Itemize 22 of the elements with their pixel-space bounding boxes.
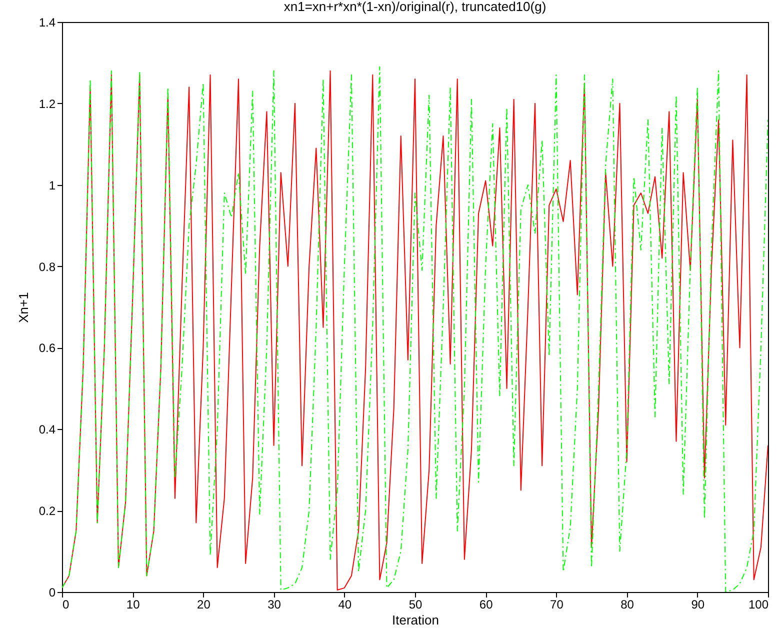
- x-tick-label: 70: [550, 598, 564, 612]
- x-tick-label: 20: [197, 598, 211, 612]
- y-tick-label: 1: [48, 178, 56, 192]
- y-axis-title: Xn+1: [16, 292, 31, 323]
- x-tick-label: 80: [620, 598, 634, 612]
- x-tick-label: 10: [126, 598, 140, 612]
- y-tick-label: 1.4: [38, 16, 56, 30]
- y-tick-label: 0.2: [38, 504, 56, 518]
- y-tick-label: 0.4: [38, 422, 56, 437]
- y-tick-label: 0.8: [38, 260, 56, 274]
- x-tick-label: 100: [748, 598, 769, 612]
- x-tick-label: 90: [691, 598, 705, 612]
- y-tick-label: 0.6: [38, 341, 56, 356]
- y-tick-label: 1.2: [38, 96, 56, 111]
- x-axis-title: Iteration: [392, 612, 439, 628]
- x-tick-label: 0: [62, 598, 70, 612]
- chart-title: xn1=xn+r*xn*(1-xn)/original(r), truncated10(g): [284, 0, 546, 14]
- y-tick-label: 0: [48, 586, 56, 600]
- x-tick-label: 40: [338, 598, 352, 612]
- x-tick-label: 30: [268, 598, 282, 612]
- x-tick-label: 60: [479, 598, 494, 612]
- x-tick-label: 50: [408, 598, 422, 612]
